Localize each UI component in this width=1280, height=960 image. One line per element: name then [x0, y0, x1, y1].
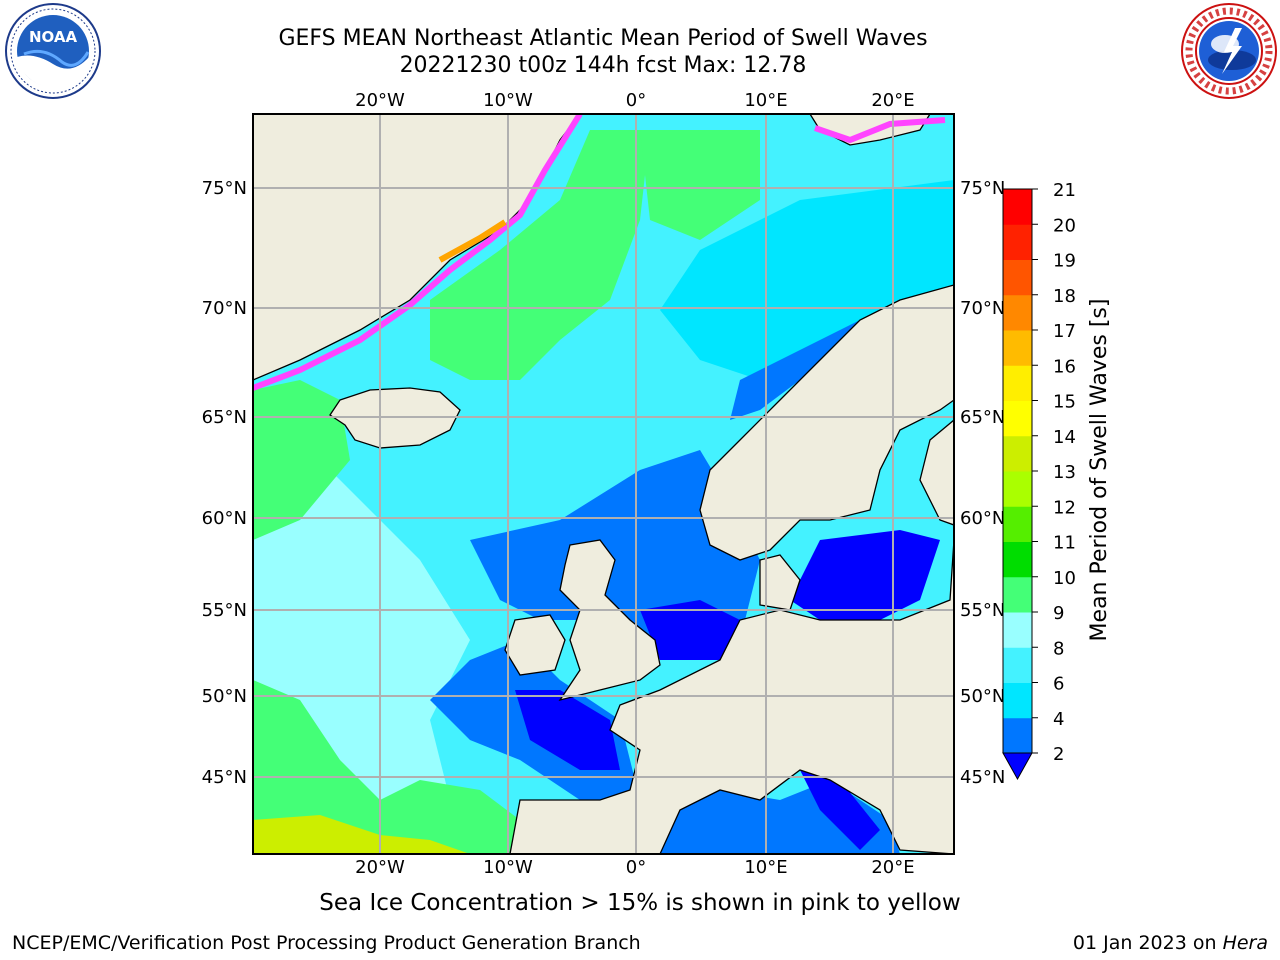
lat-label-right: 65°N [960, 407, 1005, 428]
sea-ice-caption: Sea Ice Concentration > 15% is shown in … [319, 890, 961, 916]
colorbar-segment [1003, 647, 1032, 683]
scandinavia [699, 284, 954, 561]
colorbar-tick-label: 11 [1053, 533, 1076, 554]
colorbar-tick-label: 17 [1053, 321, 1076, 342]
colorbar-tick-label: 9 [1053, 603, 1064, 624]
swell-region-north-green [430, 130, 650, 380]
lon-label-top: 20°W [355, 90, 405, 111]
noaa-logo: NOAA [5, 3, 101, 99]
generation-date: 01 Jan 2023 on Hera [1073, 932, 1268, 954]
lat-label-right: 45°N [960, 767, 1005, 788]
map-frame [252, 113, 955, 855]
colorbar-tick-label: 13 [1053, 462, 1076, 483]
lon-label-bottom: 10°E [744, 857, 787, 878]
colorbar-segment [1003, 576, 1032, 613]
colorbar-segment [1003, 400, 1032, 437]
lat-label-left: 75°N [202, 178, 247, 199]
lon-labels-bottom: 20°W 10°W 0° 10°E 20°E [355, 857, 914, 878]
colorbar-segment [1003, 294, 1032, 331]
lat-label-right: 50°N [960, 686, 1005, 707]
colorbar-tick-label: 6 [1053, 674, 1064, 695]
lat-labels-right: 75°N 70°N 65°N 60°N 55°N 50°N 45°N [960, 178, 1005, 788]
lat-label-right: 75°N [960, 178, 1005, 199]
colorbar-tick-label: 18 [1053, 286, 1076, 307]
lon-label-bottom: 20°E [871, 857, 914, 878]
lon-label-bottom: 20°W [355, 857, 405, 878]
lat-label-left: 55°N [202, 600, 247, 621]
lat-label-left: 70°N [202, 298, 247, 319]
ireland [504, 614, 566, 676]
lon-label-top: 20°E [871, 90, 914, 111]
lon-label-bottom: 10°W [483, 857, 533, 878]
colorbar-segment [1003, 682, 1032, 719]
nws-logo [1181, 3, 1277, 99]
swell-region-southwest-yellow [253, 815, 470, 854]
colorbar-tick-label: 14 [1053, 427, 1076, 448]
lat-label-right: 55°N [960, 600, 1005, 621]
colorbar-segment [1003, 259, 1032, 296]
colorbar-tick-label: 12 [1053, 497, 1076, 518]
lon-label-top: 10°W [483, 90, 533, 111]
colorbar-segment [1003, 612, 1032, 648]
colorbar-segment [1003, 189, 1032, 225]
colorbar-segment [1003, 330, 1032, 366]
lat-labels-left: 75°N 70°N 65°N 60°N 55°N 50°N 45°N [202, 178, 247, 788]
lon-label-top: 10°E [744, 90, 787, 111]
swell-region-adriatic [800, 770, 880, 850]
lat-label-right: 60°N [960, 508, 1005, 529]
lat-label-left: 50°N [202, 686, 247, 707]
colorbar-tick-label: 16 [1053, 356, 1076, 377]
swell-region-denmark-strait-green [253, 380, 350, 540]
colorbar-tick-label: 21 [1053, 180, 1076, 201]
lat-label-left: 65°N [202, 407, 247, 428]
swell-region-baltic [790, 530, 940, 620]
producer-credit: NCEP/EMC/Verification Post Processing Pr… [12, 932, 641, 954]
swell-region-southwest-green [253, 680, 520, 854]
sea-ice-edge [253, 114, 946, 391]
colorbar: 2 4 6 8 9 10 11 12 13 14 15 16 17 18 19 20 21 [1002, 180, 1076, 781]
colorbar-segment [1003, 717, 1032, 754]
lon-label-top: 0° [626, 90, 646, 111]
lon-label-bottom: 0° [626, 857, 646, 878]
colorbar-tick-label: 8 [1053, 638, 1064, 659]
machine-name: Hera [1222, 932, 1268, 954]
denmark [759, 554, 801, 611]
colorbar-tick-label: 10 [1053, 568, 1076, 589]
swell-region-central-cyan [660, 180, 954, 380]
generation-date-text: 01 Jan 2023 on [1072, 932, 1223, 954]
swell-region-norwegian-green [640, 130, 760, 240]
colorbar-segment [1003, 365, 1032, 401]
colorbar-tick-label: 20 [1053, 215, 1076, 236]
colorbar-segment [1003, 224, 1032, 260]
lat-label-left: 60°N [202, 508, 247, 529]
colorbar-segment [1003, 435, 1032, 472]
colorbar-segment [1003, 506, 1032, 542]
graticule [253, 114, 954, 854]
colorbar-segment [1003, 541, 1032, 578]
colorbar-tick-label: 15 [1053, 392, 1076, 413]
noaa-logo-text: NOAA [29, 28, 78, 46]
colorbar-segment [1003, 471, 1032, 507]
colorbar-tick-label: 2 [1053, 744, 1064, 765]
lat-label-left: 45°N [202, 767, 247, 788]
colorbar-tick-label: 19 [1053, 251, 1076, 272]
swell-region-northsea-deep [640, 600, 740, 660]
map-title: GEFS MEAN Northeast Atlantic Mean Period… [278, 26, 928, 51]
forecast-subtitle: 20221230 t00z 144h fcst Max: 12.78 [399, 53, 807, 78]
colorbar-extend-triangle [1002, 752, 1033, 781]
swell-region-biscay-deep [515, 690, 620, 770]
finland [919, 419, 954, 526]
swell-region-norway-blue [730, 320, 860, 420]
colorbar-tick-label: 4 [1053, 709, 1064, 730]
colorbar-label: Mean Period of Swell Waves [s] [1087, 299, 1112, 642]
lon-labels-top: 20°W 10°W 0° 10°E 20°E [355, 90, 914, 111]
lat-label-right: 70°N [960, 298, 1005, 319]
